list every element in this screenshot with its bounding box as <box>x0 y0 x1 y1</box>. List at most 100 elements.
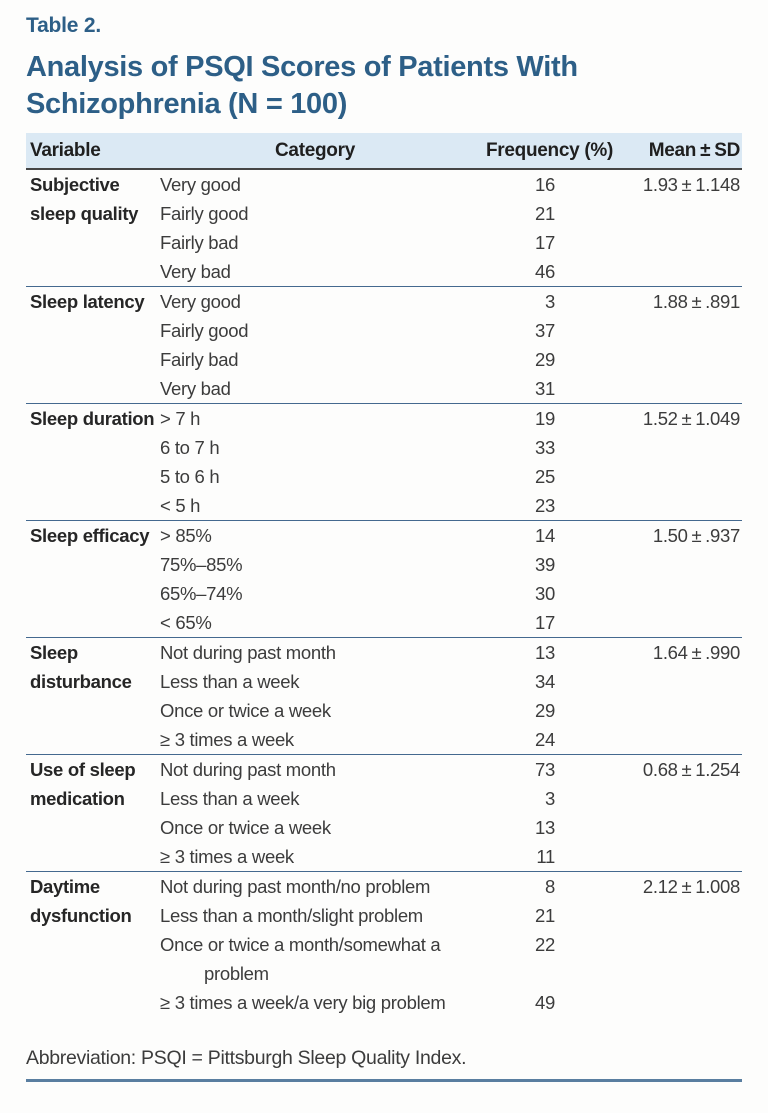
category-cell: Very bad <box>160 261 231 282</box>
column-header-frequency: Frequency (%) <box>472 133 613 169</box>
mean-sd-cell: 0.68 ± 1.254 <box>642 759 740 780</box>
column-header-category: Category <box>158 133 472 169</box>
table-row: Fairly bad 29 <box>26 345 742 374</box>
category-cell: < 5 h <box>160 495 201 516</box>
table-row: Sleep efficacy > 85% 14 1.50 ± .937 <box>26 521 742 551</box>
variable-cell: Sleep latency <box>30 291 145 312</box>
category-cell: > 7 h <box>160 408 201 429</box>
frequency-cell: 22 <box>535 934 555 955</box>
frequency-cell: 3 <box>545 291 555 312</box>
category-cell: ≥ 3 times a week/a very big problem <box>160 992 446 1013</box>
column-header-mean-sd: Mean ± SD <box>613 133 742 169</box>
mean-sd-cell: 1.93 ± 1.148 <box>642 174 740 195</box>
table-row: Sleep latency Very good 3 1.88 ± .891 <box>26 287 742 317</box>
variable-cell: Use of sleep medication <box>30 759 136 809</box>
category-cell: Less than a month/slight problem <box>160 905 423 926</box>
variable-cell: Sleep duration <box>30 408 155 429</box>
category-cell: Very good <box>160 174 241 195</box>
frequency-cell: 31 <box>535 378 555 399</box>
category-cell: Fairly bad <box>160 349 239 370</box>
category-cell: Once or twice a month/somewhat a problem <box>160 934 441 984</box>
category-cell: Less than a week <box>160 788 300 809</box>
frequency-cell: 30 <box>535 583 555 604</box>
table-row: Fairly good 21 <box>26 199 742 228</box>
table-row: < 5 h 23 <box>26 491 742 521</box>
footnote: Abbreviation: PSQI = Pittsburgh Sleep Qu… <box>26 1047 467 1069</box>
category-cell: Fairly good <box>160 203 249 224</box>
frequency-cell: 14 <box>535 525 555 546</box>
category-cell: 65%–74% <box>160 583 243 604</box>
table-row: Once or twice a week 29 <box>26 696 742 725</box>
category-cell: Very good <box>160 291 241 312</box>
table-row: Very bad 46 <box>26 257 742 287</box>
variable-cell: Daytime dysfunction <box>30 876 132 926</box>
category-cell: ≥ 3 times a week <box>160 846 294 867</box>
frequency-cell: 17 <box>535 612 555 633</box>
table-row: < 65% 17 <box>26 608 742 638</box>
table-row: Fairly good 37 <box>26 316 742 345</box>
frequency-cell: 39 <box>535 554 555 575</box>
table-row: Once or twice a month/somewhat a problem… <box>26 930 742 988</box>
table-group-subjective-sleep-quality: Subjective sleep quality Very good 16 1.… <box>26 169 742 287</box>
table-row: Less than a month/slight problem 21 <box>26 901 742 930</box>
category-cell: 5 to 6 h <box>160 466 220 487</box>
table-row: 5 to 6 h 25 <box>26 462 742 491</box>
mean-sd-cell: 1.88 ± .891 <box>652 291 740 312</box>
category-cell: Fairly good <box>160 320 249 341</box>
table-row: ≥ 3 times a week/a very big problem 49 <box>26 988 742 1017</box>
table-group-sleep-efficacy: Sleep efficacy > 85% 14 1.50 ± .937 75%–… <box>26 520 742 638</box>
frequency-cell: 13 <box>535 817 555 838</box>
variable-cell: Sleep efficacy <box>30 525 150 546</box>
table-group-sleep-duration: Sleep duration > 7 h 19 1.52 ± 1.049 6 t… <box>26 403 742 521</box>
frequency-cell: 13 <box>535 642 555 663</box>
mean-sd-cell: 1.52 ± 1.049 <box>642 408 740 429</box>
table-row: Sleep disturbance Not during past month … <box>26 638 742 692</box>
table-group-daytime-dysfunction: Daytime dysfunction Not during past mont… <box>26 871 742 1018</box>
category-cell: Not during past month <box>160 759 336 780</box>
category-cell: Not during past month/no problem <box>160 876 431 897</box>
variable-cell: Subjective sleep quality <box>30 174 139 224</box>
frequency-cell: 16 <box>535 174 555 195</box>
table-group-sleep-latency: Sleep latency Very good 3 1.88 ± .891 Fa… <box>26 286 742 404</box>
table-row: Fairly bad 17 <box>26 228 742 257</box>
table-row: ≥ 3 times a week 24 <box>26 725 742 755</box>
mean-sd-cell: 1.50 ± .937 <box>652 525 740 546</box>
category-cell: Very bad <box>160 378 231 399</box>
category-cell: Once or twice a week <box>160 700 331 721</box>
table-label: Table 2. <box>26 14 102 37</box>
frequency-cell: 24 <box>535 729 555 750</box>
table-group-use-of-sleep-medication: Use of sleep medication Not during past … <box>26 754 742 872</box>
category-cell: 6 to 7 h <box>160 437 220 458</box>
frequency-cell: 37 <box>535 320 555 341</box>
frequency-cell: 3 <box>545 788 555 809</box>
category-cell: Not during past month <box>160 642 336 663</box>
table-row: Daytime dysfunction Not during past mont… <box>26 872 742 926</box>
table-row: Use of sleep medication Not during past … <box>26 755 742 809</box>
frequency-cell: 73 <box>535 759 555 780</box>
category-cell: Fairly bad <box>160 232 239 253</box>
bottom-rule-divider <box>26 1079 742 1082</box>
frequency-cell: 25 <box>535 466 555 487</box>
frequency-cell: 46 <box>535 261 555 282</box>
frequency-cell: 17 <box>535 232 555 253</box>
column-header-variable: Variable <box>26 133 158 169</box>
table-title: Analysis of PSQI Scores of Patients With… <box>26 51 578 120</box>
category-cell: 75%–85% <box>160 554 243 575</box>
header-row: Variable Category Frequency (%) Mean ± S… <box>26 133 742 169</box>
frequency-cell: 29 <box>535 700 555 721</box>
frequency-cell: 29 <box>535 349 555 370</box>
table-row: 75%–85% 39 <box>26 550 742 579</box>
category-cell: Less than a week <box>160 671 300 692</box>
category-cell: < 65% <box>160 612 212 633</box>
category-cell: ≥ 3 times a week <box>160 729 294 750</box>
table-row: ≥ 3 times a week 11 <box>26 842 742 872</box>
mean-sd-cell: 1.64 ± .990 <box>652 642 740 663</box>
frequency-cell: 21 <box>535 203 555 224</box>
table-group-sleep-disturbance: Sleep disturbance Not during past month … <box>26 637 742 755</box>
variable-cell: Sleep disturbance <box>30 642 132 692</box>
table-row: Sleep duration > 7 h 19 1.52 ± 1.049 <box>26 404 742 434</box>
psqi-table: Variable Category Frequency (%) Mean ± S… <box>26 133 742 1017</box>
page: Table 2. Analysis of PSQI Scores of Pati… <box>26 14 742 1082</box>
frequency-cell: 8 <box>545 876 555 897</box>
table-row: Less than a week 34 <box>26 667 742 696</box>
